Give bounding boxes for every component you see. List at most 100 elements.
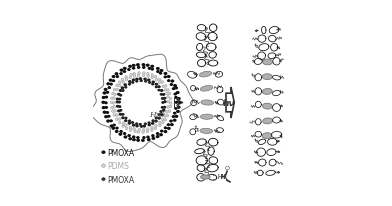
Circle shape	[143, 78, 146, 81]
Circle shape	[117, 94, 120, 96]
Circle shape	[143, 68, 145, 70]
Circle shape	[152, 120, 154, 121]
Circle shape	[133, 73, 136, 76]
Circle shape	[171, 120, 173, 123]
Circle shape	[122, 79, 123, 81]
Circle shape	[163, 94, 164, 95]
Bar	[174, 98, 178, 108]
Circle shape	[105, 107, 107, 109]
Circle shape	[176, 116, 177, 118]
Circle shape	[152, 135, 155, 137]
Circle shape	[117, 105, 120, 108]
Circle shape	[136, 78, 138, 80]
Circle shape	[159, 111, 162, 113]
Circle shape	[162, 86, 164, 88]
Circle shape	[119, 99, 120, 101]
Circle shape	[103, 108, 105, 110]
Circle shape	[102, 178, 105, 179]
Circle shape	[137, 64, 139, 66]
Circle shape	[170, 120, 172, 122]
Circle shape	[147, 136, 150, 139]
Circle shape	[166, 115, 169, 118]
Circle shape	[122, 88, 123, 90]
Circle shape	[161, 131, 163, 133]
Circle shape	[120, 74, 122, 76]
Circle shape	[146, 136, 149, 139]
Circle shape	[173, 112, 175, 115]
Circle shape	[156, 117, 157, 119]
Circle shape	[140, 80, 142, 82]
Circle shape	[143, 125, 145, 127]
Circle shape	[129, 77, 132, 79]
Circle shape	[176, 115, 178, 118]
Circle shape	[175, 96, 177, 98]
Circle shape	[116, 105, 118, 108]
Circle shape	[158, 124, 161, 127]
Circle shape	[113, 124, 115, 126]
Circle shape	[163, 115, 166, 118]
Circle shape	[151, 69, 153, 71]
Circle shape	[125, 79, 128, 81]
Circle shape	[171, 125, 173, 127]
Circle shape	[175, 87, 178, 90]
Ellipse shape	[201, 175, 210, 179]
Circle shape	[134, 131, 136, 133]
Circle shape	[156, 68, 159, 70]
Circle shape	[164, 119, 167, 122]
Circle shape	[157, 71, 160, 73]
Circle shape	[105, 107, 108, 109]
Circle shape	[132, 124, 134, 127]
Circle shape	[160, 112, 162, 113]
Circle shape	[167, 106, 169, 109]
Circle shape	[151, 70, 153, 71]
Circle shape	[147, 79, 149, 82]
Circle shape	[107, 91, 108, 93]
Circle shape	[151, 67, 153, 69]
Circle shape	[104, 116, 107, 118]
Circle shape	[173, 85, 176, 88]
Circle shape	[163, 73, 166, 75]
Circle shape	[105, 116, 107, 117]
Ellipse shape	[262, 89, 272, 95]
Circle shape	[119, 106, 122, 108]
Circle shape	[172, 89, 174, 91]
Circle shape	[169, 93, 170, 95]
Circle shape	[152, 136, 154, 137]
Circle shape	[118, 133, 121, 136]
Circle shape	[136, 124, 138, 125]
Circle shape	[112, 93, 114, 95]
Circle shape	[128, 81, 131, 83]
Text: H₂O: H₂O	[149, 110, 165, 118]
Circle shape	[124, 117, 127, 119]
Circle shape	[102, 152, 105, 154]
Circle shape	[116, 89, 118, 91]
Circle shape	[163, 109, 165, 112]
Circle shape	[160, 70, 162, 71]
Circle shape	[120, 96, 122, 97]
Circle shape	[103, 111, 105, 114]
Circle shape	[119, 114, 121, 116]
Circle shape	[156, 83, 157, 85]
Circle shape	[119, 122, 120, 124]
Circle shape	[143, 129, 144, 131]
Circle shape	[144, 81, 146, 83]
Circle shape	[174, 119, 177, 122]
Circle shape	[169, 106, 172, 108]
Circle shape	[161, 114, 163, 116]
Circle shape	[155, 120, 158, 123]
Circle shape	[107, 84, 109, 86]
Circle shape	[162, 122, 163, 124]
Circle shape	[122, 114, 124, 115]
Circle shape	[161, 90, 163, 92]
Circle shape	[137, 137, 140, 139]
Circle shape	[168, 129, 170, 130]
Circle shape	[176, 102, 178, 104]
Circle shape	[119, 90, 121, 92]
Circle shape	[165, 76, 167, 79]
Circle shape	[102, 164, 105, 168]
Circle shape	[116, 130, 118, 132]
Circle shape	[104, 111, 107, 114]
Circle shape	[129, 84, 130, 86]
Circle shape	[119, 119, 120, 120]
Circle shape	[152, 137, 155, 140]
